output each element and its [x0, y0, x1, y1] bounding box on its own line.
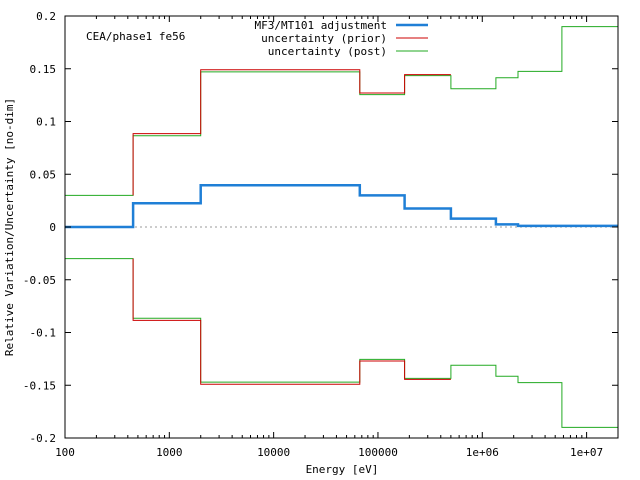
x-tick-label: 100 — [55, 446, 75, 459]
y-tick-label: 0.1 — [36, 116, 56, 129]
x-axis-label: Energy [eV] — [306, 463, 379, 476]
series-uncertainty-post-line — [65, 26, 618, 196]
y-tick-label: 0.05 — [30, 168, 57, 181]
y-tick-label: -0.05 — [23, 274, 56, 287]
chart-annotation: CEA/phase1 fe56 — [86, 30, 185, 43]
y-tick-label: -0.15 — [23, 379, 56, 392]
x-tick-label: 1000 — [156, 446, 183, 459]
series-mf3-mt101-adjustment-line — [65, 184, 618, 229]
y-tick-label: 0 — [49, 221, 56, 234]
y-axis-label: Relative Variation/Uncertainty [no-dim] — [3, 98, 16, 356]
series-uncertainty-prior-lower-line — [132, 258, 451, 385]
legend-mf3-mt101-adjustment-label: MF3/MT101 adjustment — [255, 19, 387, 32]
x-tick-label: 10000 — [257, 446, 290, 459]
y-tick-label: 0.15 — [30, 63, 57, 76]
series-uncertainty-post-lower-line — [65, 258, 618, 428]
y-tick-label: 0.2 — [36, 10, 56, 23]
legend-uncertainty-prior-label: uncertainty (prior) — [261, 32, 387, 45]
series-uncertainty-prior-line — [132, 69, 451, 196]
series-layer — [65, 26, 618, 428]
x-tick-label: 1e+06 — [466, 446, 499, 459]
legend-uncertainty-post-label: uncertainty (post) — [268, 45, 387, 58]
y-tick-label: -0.2 — [30, 432, 57, 445]
x-tick-label: 100000 — [358, 446, 398, 459]
y-tick-label: -0.1 — [30, 327, 57, 340]
x-tick-label: 1e+07 — [570, 446, 603, 459]
